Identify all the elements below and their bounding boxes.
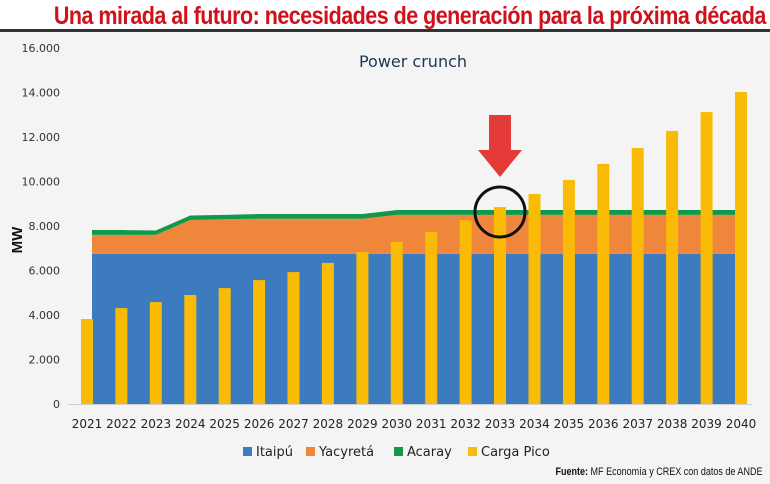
y-tick-label: 6.000 [29,265,61,278]
area-itaip [92,253,736,404]
x-tick-label: 2037 [622,417,653,431]
bar-carga-pico-2029 [356,252,369,404]
area-yacyret [92,214,736,254]
x-tick-label: 2029 [347,417,378,431]
legend-swatch [306,447,315,456]
bar-carga-pico-2027 [287,272,300,404]
legend-swatch [468,447,477,456]
bar-carga-pico-2028 [321,262,334,404]
y-axis-ticks: 0 2.000 4.000 6.000 8.000 10.000 12.000 14.000 1… [22,42,61,411]
legend: Itaipú Yacyretá Acaray Carga Pico [243,445,550,460]
x-tick-label: 2038 [657,417,688,431]
x-tick-label: 2033 [485,417,516,431]
legend-label: Yacyretá [318,445,374,460]
bar-carga-pico-2021 [81,319,93,404]
bar-carga-pico-2040 [735,92,747,404]
bar-carga-pico-2031 [425,232,438,404]
area-acaray [92,210,736,235]
legend-label: Carga Pico [481,445,550,460]
y-tick-label: 8.000 [29,220,61,233]
x-tick-label: 2025 [209,417,240,431]
x-tick-label: 2021 [72,417,103,431]
y-tick-label: 14.000 [22,87,61,100]
bar-carga-pico-2035 [562,179,575,404]
source-label: Fuente: [554,466,588,478]
legend-swatch [394,447,403,456]
y-tick-label: 16.000 [22,42,61,55]
title-bar: Una mirada al futuro: necesidades de gen… [0,0,770,32]
x-tick-label: 2031 [416,417,447,431]
x-tick-label: 2026 [244,417,275,431]
bar-carga-pico-2024 [184,295,197,404]
y-tick-label: 10.000 [22,176,61,189]
carga-pico-bars [81,92,747,404]
y-axis-label: MW [9,226,26,253]
x-tick-label: 2039 [691,417,722,431]
x-tick-label: 2028 [313,417,344,431]
y-tick-label: 12.000 [22,131,61,144]
bar-carga-pico-2038 [666,131,679,404]
bar-carga-pico-2023 [149,302,162,404]
source-text: MF Economía y CREX con datos de ANDE [590,466,762,478]
x-tick-label: 2035 [554,417,585,431]
bar-carga-pico-2026 [253,280,266,404]
x-tick-label: 2036 [588,417,619,431]
bar-carga-pico-2022 [115,308,128,404]
x-axis-ticks: 2021 2022 2023 2024 2025 2026 2027 2028 2029 2030… [72,417,757,431]
bar-carga-pico-2036 [597,163,610,404]
bar-carga-pico-2032 [459,220,472,404]
x-tick-label: 2027 [278,417,309,431]
legend-swatch [243,447,252,456]
x-tick-label: 2032 [450,417,481,431]
x-tick-label: 2034 [519,417,550,431]
x-tick-label: 2040 [726,417,757,431]
x-tick-label: 2030 [382,417,413,431]
x-tick-label: 2022 [106,417,137,431]
highlight-annotation [473,115,527,239]
bar-carga-pico-2025 [218,288,231,404]
x-tick-label: 2024 [175,417,206,431]
chart-title: Power crunch [359,52,467,71]
highlight-circle [473,185,527,239]
x-tick-label: 2023 [141,417,172,431]
source-note: Fuente: MF Economía y CREX con datos de … [555,466,762,478]
bar-carga-pico-2033 [494,207,506,404]
bar-carga-pico-2039 [700,112,713,404]
legend-label: Acaray [407,445,452,460]
bar-carga-pico-2030 [390,242,403,404]
down-arrow-icon [478,115,522,177]
bar-carga-pico-2037 [631,148,644,404]
stacked-areas [92,210,736,404]
y-tick-label: 4.000 [29,309,61,322]
y-tick-label: 0 [53,398,60,411]
legend-label: Itaipú [256,445,293,460]
page-title: Una mirada al futuro: necesidades de gen… [53,2,766,30]
y-tick-label: 2.000 [29,354,61,367]
bar-carga-pico-2034 [528,194,541,404]
